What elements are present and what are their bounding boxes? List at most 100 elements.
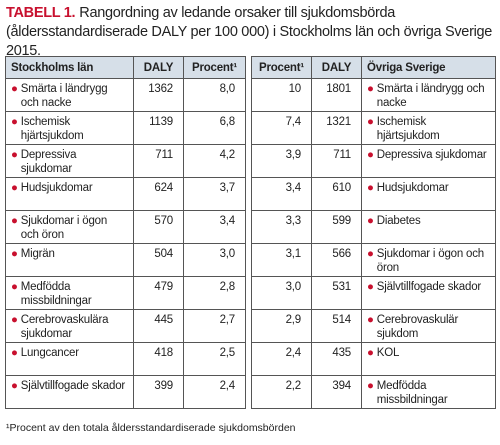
- number-cell: 10: [251, 78, 312, 112]
- cause-name: Ischemisk hjärtsjukdom: [20, 116, 84, 142]
- header-cell: Stockholms län: [5, 56, 134, 79]
- table-row: 10 1801 ● Smärta i ländrygg och nacke: [251, 78, 496, 112]
- bullet: ●: [367, 314, 374, 326]
- number-cell: 599: [311, 210, 362, 244]
- table-row: ● Lungcancer 418 2,5: [5, 342, 246, 376]
- header-row: Stockholms län DALY Procent¹: [5, 56, 246, 79]
- number-cell: 3,7: [183, 177, 246, 211]
- bullet: ●: [367, 215, 374, 227]
- cause-name: Lungcancer: [20, 347, 79, 359]
- table-row: ● Cerebrovaskulära sjukdomar 445 2,7: [5, 309, 246, 343]
- number-cell: 2,4: [183, 375, 246, 409]
- bullet: ●: [367, 281, 374, 293]
- name-cell: ● Sjukdomar i ögon och öron: [361, 243, 496, 277]
- cause-name: Smärta i ländrygg och nacke: [20, 83, 108, 109]
- number-cell: 445: [133, 309, 184, 343]
- bullet: ●: [367, 83, 374, 95]
- table-row: 3,3 599 ● Diabetes: [251, 210, 496, 244]
- number-cell: 3,1: [251, 243, 312, 277]
- name-cell: ● Diabetes: [361, 210, 496, 244]
- bullet: ●: [11, 83, 18, 95]
- number-cell: 2,5: [183, 342, 246, 376]
- table-row: ● Sjukdomar i ögon och öron 570 3,4: [5, 210, 246, 244]
- name-cell: ● Smärta i ländrygg och nacke: [5, 78, 134, 112]
- bullet: ●: [367, 380, 374, 392]
- name-cell: ● Medfödda missbildningar: [5, 276, 134, 310]
- header-cell: Procent¹: [251, 56, 312, 79]
- table-row: 2,9 514 ● Cerebrovaskulär sjukdom: [251, 309, 496, 343]
- number-cell: 1321: [311, 111, 362, 145]
- table-row: 3,1 566 ● Sjukdomar i ögon och öron: [251, 243, 496, 277]
- number-cell: 3,4: [251, 177, 312, 211]
- number-cell: 531: [311, 276, 362, 310]
- name-cell: ● Migrän: [5, 243, 134, 277]
- number-cell: 3,3: [251, 210, 312, 244]
- number-cell: 8,0: [183, 78, 246, 112]
- cause-name: Hudsjukdomar: [20, 182, 93, 194]
- bullet: ●: [11, 380, 18, 392]
- number-cell: 435: [311, 342, 362, 376]
- number-cell: 1139: [133, 111, 184, 145]
- number-cell: 4,2: [183, 144, 246, 178]
- number-cell: 3,0: [183, 243, 246, 277]
- table-row: 3,0 531 ● Självtillfogade skador: [251, 276, 496, 310]
- table-row: ● Depressiva sjukdomar 711 4,2: [5, 144, 246, 178]
- number-cell: 610: [311, 177, 362, 211]
- bullet: ●: [367, 347, 374, 359]
- number-cell: 1801: [311, 78, 362, 112]
- table-row: 3,4 610 ● Hudsjukdomar: [251, 177, 496, 211]
- cause-name: Självtillfogade skador: [376, 281, 482, 293]
- name-cell: ● Cerebrovaskulära sjukdomar: [5, 309, 134, 343]
- cause-name: Cerebrovaskulär sjukdom: [376, 314, 459, 340]
- table-row: ● Självtillfogade skador 399 2,4: [5, 375, 246, 409]
- bullet: ●: [367, 248, 374, 260]
- cause-name: Depressiva sjukdomar: [376, 149, 487, 161]
- name-cell: ● Ischemisk hjärtsjukdom: [361, 111, 496, 145]
- cause-name: Sjukdomar i ögon och öron: [376, 248, 484, 274]
- bullet: ●: [11, 215, 18, 227]
- number-cell: 3,9: [251, 144, 312, 178]
- title: TABELL 1. Rangordning av ledande orsaker …: [6, 4, 494, 61]
- number-cell: 514: [311, 309, 362, 343]
- header-cell: Procent¹: [183, 56, 246, 79]
- cause-name: Medfödda missbildningar: [20, 281, 92, 307]
- number-cell: 399: [133, 375, 184, 409]
- number-cell: 479: [133, 276, 184, 310]
- table-right: Procent¹ DALY Övriga Sverige 10 1801 ● Smärta …: [251, 56, 496, 409]
- name-cell: ● Ischemisk hjärtsjukdom: [5, 111, 134, 145]
- title-text: Rangordning av ledande orsaker till sjuk…: [6, 5, 493, 59]
- number-cell: 394: [311, 375, 362, 409]
- name-cell: ● KOL: [361, 342, 496, 376]
- name-cell: ● Cerebrovaskulär sjukdom: [361, 309, 496, 343]
- bullet: ●: [11, 248, 18, 260]
- number-cell: 3,0: [251, 276, 312, 310]
- footnote: ¹Procent av den totala åldersstandardise…: [6, 422, 296, 434]
- number-cell: 566: [311, 243, 362, 277]
- bullet: ●: [367, 182, 374, 194]
- bullet: ●: [367, 149, 374, 161]
- bullet: ●: [11, 347, 18, 359]
- number-cell: 6,8: [183, 111, 246, 145]
- table-row: ● Medfödda missbildningar 479 2,8: [5, 276, 246, 310]
- table-row: 3,9 711 ● Depressiva sjukdomar: [251, 144, 496, 178]
- bullet: ●: [11, 281, 18, 293]
- number-cell: 7,4: [251, 111, 312, 145]
- name-cell: ● Lungcancer: [5, 342, 134, 376]
- number-cell: 2,7: [183, 309, 246, 343]
- cause-name: Hudsjukdomar: [376, 182, 449, 194]
- name-cell: ● Depressiva sjukdomar: [5, 144, 134, 178]
- cause-name: Självtillfogade skador: [20, 380, 126, 392]
- bullet: ●: [11, 149, 18, 161]
- number-cell: 570: [133, 210, 184, 244]
- number-cell: 418: [133, 342, 184, 376]
- number-cell: 2,4: [251, 342, 312, 376]
- cause-name: Sjukdomar i ögon och öron: [20, 215, 108, 241]
- table-row: ● Hudsjukdomar 624 3,7: [5, 177, 246, 211]
- name-cell: ● Hudsjukdomar: [5, 177, 134, 211]
- cause-name: Smärta i ländrygg och nacke: [376, 83, 485, 109]
- number-cell: 624: [133, 177, 184, 211]
- table-row: 7,4 1321 ● Ischemisk hjärtsjukdom: [251, 111, 496, 145]
- name-cell: ● Medfödda missbildningar: [361, 375, 496, 409]
- cause-name: Diabetes: [376, 215, 421, 227]
